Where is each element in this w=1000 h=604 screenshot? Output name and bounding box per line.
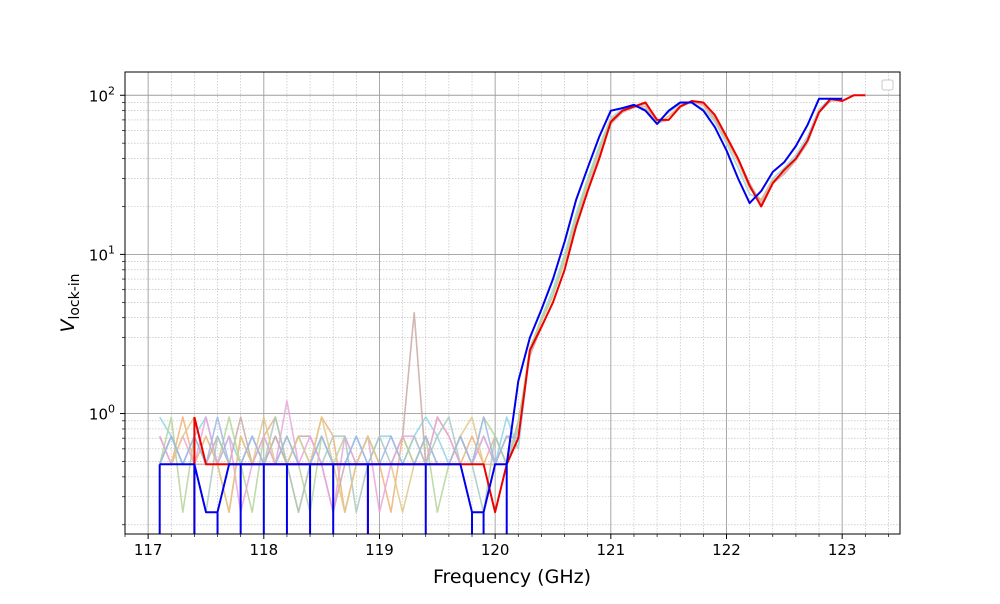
series-line-background (159, 98, 843, 466)
data-series (158, 94, 866, 534)
x-axis-label: Frequency (GHz) (433, 566, 591, 588)
x-tick-label: 118 (249, 541, 278, 559)
plot-frame (124, 71, 901, 535)
legend-box (881, 79, 894, 91)
series-line-background (158, 118, 612, 513)
y-axis-label-main: V (57, 318, 79, 333)
y-axis-label-subscript: lock-in (67, 273, 83, 319)
y-tick-label: 102 (89, 84, 115, 105)
series-line-blue (159, 97, 843, 514)
x-tick-label: 117 (134, 541, 163, 559)
y-tick-label: 101 (89, 243, 115, 264)
x-tick-label: 123 (828, 541, 857, 559)
axis-ticks: 117 118 119 120 121 122 123 100 101 102 (89, 84, 889, 559)
svg-text:Vlock-in: Vlock-in (57, 273, 83, 332)
y-axis-label: Vlock-in (57, 273, 83, 332)
series-line-background (158, 416, 520, 513)
grid (124, 72, 900, 534)
x-tick-label: 119 (365, 541, 394, 559)
x-tick-label: 120 (481, 541, 510, 559)
x-tick-label: 121 (597, 541, 626, 559)
y-tick-label: 100 (89, 403, 115, 424)
series-line-background (158, 416, 519, 466)
x-tick-label: 122 (712, 541, 741, 559)
